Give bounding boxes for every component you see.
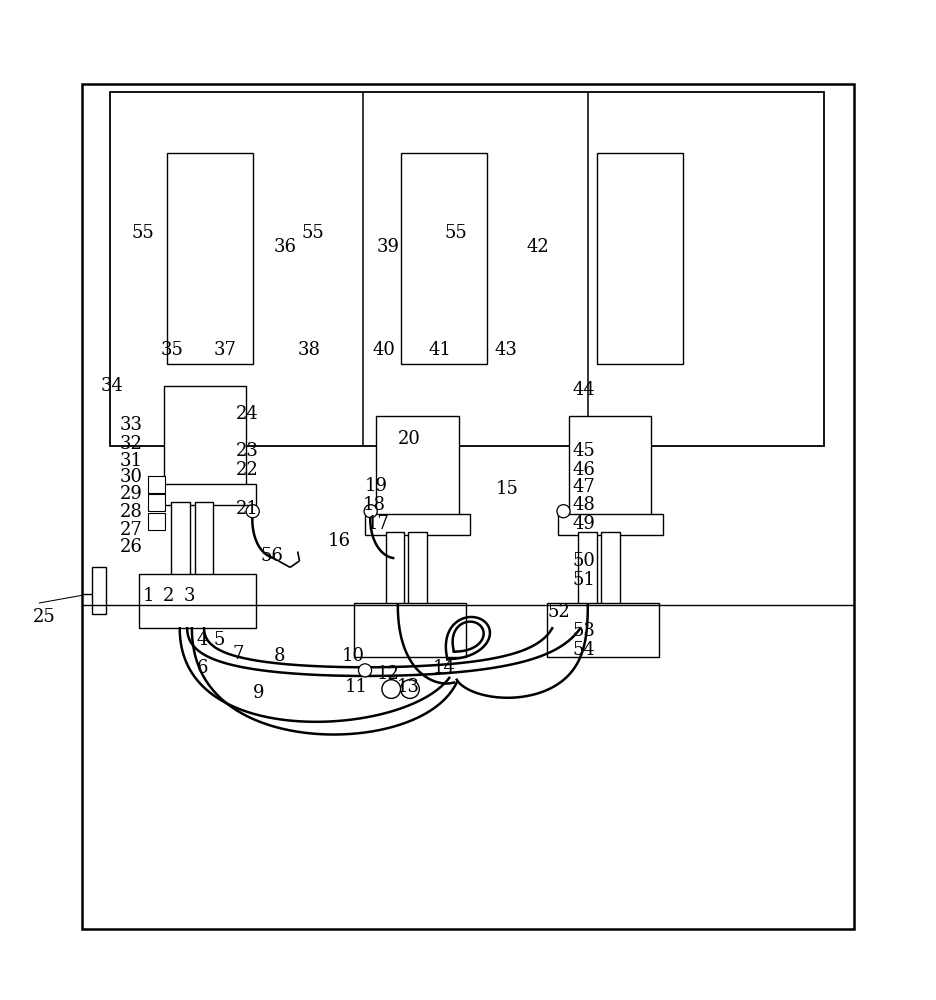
Bar [82, 84, 854, 929]
Bar [401, 153, 487, 364]
Text: 25: 25 [33, 608, 55, 626]
Bar [607, 163, 674, 350]
Text: 27: 27 [120, 521, 142, 539]
Text: 29: 29 [120, 485, 142, 503]
Circle shape [382, 680, 401, 698]
Text: 56: 56 [260, 547, 283, 565]
Bar [174, 396, 235, 478]
Text: 35: 35 [161, 341, 183, 359]
Circle shape [358, 664, 372, 677]
Bar [386, 532, 404, 605]
Text: 36: 36 [273, 238, 297, 256]
Bar [558, 514, 663, 535]
Text: 32: 32 [120, 435, 142, 453]
Bar [148, 476, 165, 493]
Text: 47: 47 [573, 478, 595, 496]
Text: 34: 34 [101, 377, 124, 395]
Text: 54: 54 [573, 641, 595, 659]
Text: 45: 45 [573, 442, 595, 460]
Text: 14: 14 [432, 659, 455, 677]
Bar [195, 502, 213, 577]
Text: 46: 46 [573, 461, 595, 479]
Text: 31: 31 [120, 452, 143, 470]
Text: 43: 43 [494, 341, 517, 359]
Bar [408, 532, 427, 605]
Bar [354, 603, 466, 657]
Circle shape [364, 505, 377, 518]
Bar [148, 494, 165, 511]
Bar [569, 416, 651, 519]
Bar [578, 425, 639, 507]
Text: 50: 50 [573, 552, 595, 570]
Text: 11: 11 [344, 678, 368, 696]
Text: 18: 18 [363, 496, 387, 514]
Circle shape [246, 505, 259, 518]
Bar [152, 484, 256, 505]
Text: 42: 42 [526, 238, 548, 256]
Bar [597, 153, 683, 364]
Text: 30: 30 [120, 468, 143, 486]
Bar [92, 567, 106, 614]
Text: 38: 38 [298, 341, 321, 359]
Text: 13: 13 [397, 678, 420, 696]
Text: 10: 10 [342, 647, 365, 665]
Text: 6: 6 [197, 659, 208, 677]
Text: 8: 8 [273, 647, 285, 665]
Text: 17: 17 [367, 515, 389, 533]
Bar [376, 416, 459, 519]
Bar [164, 386, 246, 489]
Text: 52: 52 [548, 603, 570, 621]
Text: 24: 24 [236, 405, 258, 423]
Text: 40: 40 [373, 341, 395, 359]
Text: 9: 9 [253, 684, 264, 702]
Text: 51: 51 [573, 571, 595, 589]
Text: 53: 53 [573, 622, 595, 640]
Text: 12: 12 [377, 665, 400, 683]
Circle shape [557, 505, 570, 518]
Bar [139, 574, 256, 628]
Text: 7: 7 [232, 645, 243, 663]
Text: 49: 49 [573, 515, 595, 533]
Bar [386, 425, 446, 507]
Text: 39: 39 [376, 238, 400, 256]
Text: 22: 22 [236, 461, 258, 479]
Bar [171, 502, 190, 577]
Text: 28: 28 [120, 503, 142, 521]
Text: 33: 33 [120, 416, 143, 434]
Bar [410, 163, 477, 350]
Bar [547, 603, 659, 657]
Bar [365, 514, 470, 535]
Circle shape [401, 680, 419, 698]
Text: 19: 19 [365, 477, 388, 495]
Text: 55: 55 [131, 224, 154, 242]
Text: 2: 2 [163, 587, 174, 605]
Text: 20: 20 [398, 430, 420, 448]
Bar [601, 532, 620, 605]
Bar [167, 153, 253, 364]
Text: 5: 5 [213, 631, 225, 649]
Text: 21: 21 [236, 500, 258, 518]
Text: 55: 55 [445, 224, 467, 242]
Text: 26: 26 [120, 538, 142, 556]
Text: 3: 3 [183, 587, 195, 605]
Text: 4: 4 [197, 631, 208, 649]
Text: 16: 16 [328, 532, 351, 550]
Text: 48: 48 [573, 496, 595, 514]
Bar [176, 163, 243, 350]
Text: 1: 1 [142, 587, 154, 605]
Text: 15: 15 [496, 480, 519, 498]
Bar [110, 92, 824, 446]
Text: 23: 23 [236, 442, 258, 460]
Text: 41: 41 [429, 341, 451, 359]
Text: 44: 44 [573, 381, 595, 399]
Bar [578, 532, 597, 605]
Bar [148, 513, 165, 530]
Text: 55: 55 [301, 224, 324, 242]
Text: 37: 37 [213, 341, 236, 359]
